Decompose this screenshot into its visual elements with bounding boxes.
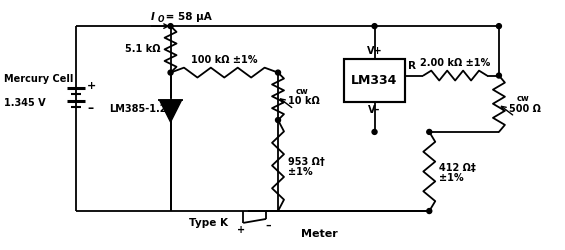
Text: 100 kΩ ±1%: 100 kΩ ±1% — [191, 55, 258, 65]
Circle shape — [372, 24, 377, 28]
Text: 500 Ω: 500 Ω — [509, 104, 541, 114]
Circle shape — [497, 73, 501, 78]
Text: +: + — [237, 225, 245, 235]
Text: LM334: LM334 — [351, 74, 398, 87]
Text: cw: cw — [296, 87, 308, 96]
Text: LM385-1.2: LM385-1.2 — [109, 104, 167, 114]
Text: I: I — [151, 12, 154, 22]
Text: V–: V– — [368, 105, 381, 115]
Circle shape — [276, 118, 280, 122]
Circle shape — [372, 130, 377, 134]
Polygon shape — [159, 100, 181, 122]
Text: R: R — [408, 60, 416, 70]
Circle shape — [427, 208, 432, 214]
Bar — [344, 59, 406, 102]
Text: ±1%: ±1% — [288, 168, 312, 177]
Text: Type K: Type K — [189, 218, 228, 228]
Text: 2.00 kΩ ±1%: 2.00 kΩ ±1% — [420, 58, 490, 68]
Circle shape — [497, 24, 501, 28]
Text: +: + — [87, 82, 96, 92]
Text: V+: V+ — [367, 46, 383, 56]
Text: O: O — [158, 15, 164, 24]
Text: cw: cw — [517, 94, 529, 103]
Text: 1.345 V: 1.345 V — [5, 98, 46, 108]
Circle shape — [276, 70, 280, 75]
Circle shape — [168, 70, 173, 75]
Text: ±1%: ±1% — [439, 174, 464, 184]
Text: Meter: Meter — [302, 229, 338, 239]
Text: = 58 μA: = 58 μA — [162, 12, 211, 22]
Text: Mercury Cell: Mercury Cell — [5, 74, 74, 85]
Text: 953 Ω†: 953 Ω† — [288, 156, 325, 166]
Text: –: – — [87, 102, 93, 115]
Text: –: – — [265, 221, 271, 231]
Text: 5.1 kΩ: 5.1 kΩ — [125, 44, 160, 54]
Text: 10 kΩ: 10 kΩ — [288, 96, 320, 106]
Circle shape — [168, 24, 173, 28]
Circle shape — [427, 130, 432, 134]
Text: 412 Ω‡: 412 Ω‡ — [439, 162, 476, 172]
